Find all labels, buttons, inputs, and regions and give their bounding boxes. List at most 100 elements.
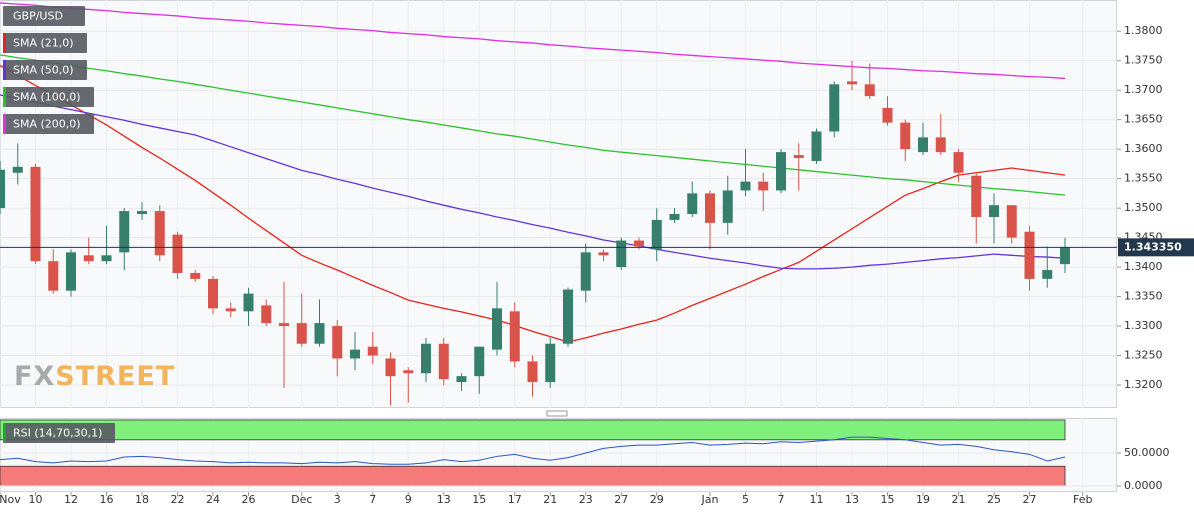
legend-label: SMA (21,0) bbox=[13, 37, 74, 50]
candle-body bbox=[421, 343, 431, 374]
candle-body bbox=[48, 261, 59, 291]
candle-body bbox=[722, 190, 733, 223]
x-tick-label: 17 bbox=[508, 493, 522, 506]
candle-body bbox=[918, 137, 928, 153]
y-tick-label: 1.3550 bbox=[1124, 172, 1163, 185]
rsi-band bbox=[0, 465, 1066, 487]
x-tick-label: Feb bbox=[1073, 493, 1092, 506]
candle-body bbox=[758, 181, 769, 191]
legend-label: GBP/USD bbox=[13, 10, 63, 23]
y-tick-label: 50.0000 bbox=[1124, 446, 1170, 459]
sma-line bbox=[0, 54, 1066, 196]
candle-body bbox=[598, 252, 609, 256]
x-tick-label: 22 bbox=[171, 493, 185, 506]
candle-body bbox=[900, 122, 911, 150]
legend-swatch bbox=[3, 60, 6, 80]
sma-line bbox=[0, 94, 1066, 270]
candle-body bbox=[882, 107, 893, 123]
y-tick-label: 1.3500 bbox=[1124, 201, 1163, 214]
x-tick-label: 5 bbox=[742, 493, 749, 506]
x-tick-label: Nov bbox=[0, 493, 21, 506]
watermark: FXSTREET bbox=[14, 361, 175, 392]
splitter[interactable] bbox=[546, 410, 568, 417]
candle-body bbox=[438, 343, 449, 380]
candle-body bbox=[172, 234, 183, 273]
legend-box bbox=[3, 423, 115, 443]
x-tick-label: 16 bbox=[100, 493, 114, 506]
candle-body bbox=[989, 205, 999, 217]
candle-body bbox=[776, 152, 786, 191]
x-tick-label: 9 bbox=[405, 493, 412, 506]
x-tick-label: 24 bbox=[206, 493, 220, 506]
x-tick-label: 13 bbox=[845, 493, 859, 506]
x-tick-label: 15 bbox=[881, 493, 895, 506]
x-tick-label: Jan bbox=[701, 493, 719, 506]
candle-body bbox=[261, 305, 272, 324]
candle-body bbox=[66, 252, 76, 291]
candle-body bbox=[811, 131, 822, 161]
main-panel bbox=[0, 0, 1117, 408]
candle-body bbox=[953, 152, 964, 173]
x-tick-label: 21 bbox=[543, 493, 557, 506]
x-tick-label: Dec bbox=[291, 493, 312, 506]
rsi-band bbox=[0, 419, 1066, 441]
last-price-label: 1.343350 bbox=[1124, 240, 1182, 253]
candle-body bbox=[669, 214, 680, 220]
x-tick-label: 19 bbox=[916, 493, 930, 506]
candle-body bbox=[1024, 231, 1035, 279]
candle-body bbox=[101, 255, 112, 262]
candle-body bbox=[119, 211, 130, 253]
legend-box bbox=[3, 33, 87, 53]
candle-body bbox=[225, 308, 236, 312]
y-tick-label: 1.3250 bbox=[1124, 349, 1163, 362]
x-tick-label: 25 bbox=[987, 493, 1001, 506]
candle-body bbox=[616, 240, 627, 268]
x-tick-label: 18 bbox=[135, 493, 149, 506]
x-tick-label: 7 bbox=[369, 493, 376, 506]
candle-body bbox=[367, 346, 378, 356]
legend-swatch bbox=[3, 33, 6, 53]
candle-body bbox=[30, 166, 41, 262]
legend-swatch bbox=[3, 114, 6, 134]
candle-body bbox=[12, 166, 23, 173]
x-tick-label: 21 bbox=[952, 493, 966, 506]
legend-swatch bbox=[3, 87, 6, 107]
candle-body bbox=[1042, 270, 1053, 279]
sma-line bbox=[0, 2, 1066, 80]
legend-box bbox=[3, 60, 87, 80]
candle-body bbox=[1006, 205, 1017, 238]
legend-label: SMA (100,0) bbox=[13, 91, 81, 104]
legend-box bbox=[3, 6, 85, 26]
candle-body bbox=[83, 255, 94, 262]
y-tick-label: 1.3650 bbox=[1124, 113, 1163, 126]
candle-body bbox=[793, 155, 804, 159]
x-tick-label: 3 bbox=[334, 493, 341, 506]
candle-body bbox=[474, 346, 485, 377]
candle-body bbox=[385, 358, 396, 377]
candle-body bbox=[509, 311, 520, 362]
legend-label: SMA (50,0) bbox=[13, 64, 74, 77]
watermark-fx: FX bbox=[14, 361, 55, 392]
candle-body bbox=[190, 272, 201, 279]
candle-body bbox=[971, 175, 982, 217]
candle-body bbox=[0, 169, 5, 209]
candle-body bbox=[403, 370, 414, 374]
candle-body bbox=[829, 84, 840, 132]
overlay: FXSTREET GBP/USD SMA (21,0) SMA (50,0) SMA (… bbox=[3, 6, 175, 443]
y-tick-label: 1.3200 bbox=[1124, 378, 1163, 391]
x-tick-label: 27 bbox=[614, 493, 628, 506]
candle-body bbox=[456, 376, 467, 383]
candle-body bbox=[332, 326, 343, 359]
y-tick-label: 1.3600 bbox=[1124, 142, 1163, 155]
y-tick-label: 1.3800 bbox=[1124, 24, 1163, 37]
x-tick-label: 27 bbox=[1023, 493, 1037, 506]
candle-body bbox=[1060, 247, 1070, 265]
candle-body bbox=[847, 81, 857, 85]
candle-body bbox=[687, 193, 698, 215]
legend-box bbox=[3, 114, 94, 134]
candle-body bbox=[935, 137, 946, 153]
main-plot bbox=[0, 0, 1117, 408]
x-tick-label: 26 bbox=[242, 493, 256, 506]
candle-body bbox=[545, 343, 556, 383]
x-tick-label: 7 bbox=[778, 493, 785, 506]
